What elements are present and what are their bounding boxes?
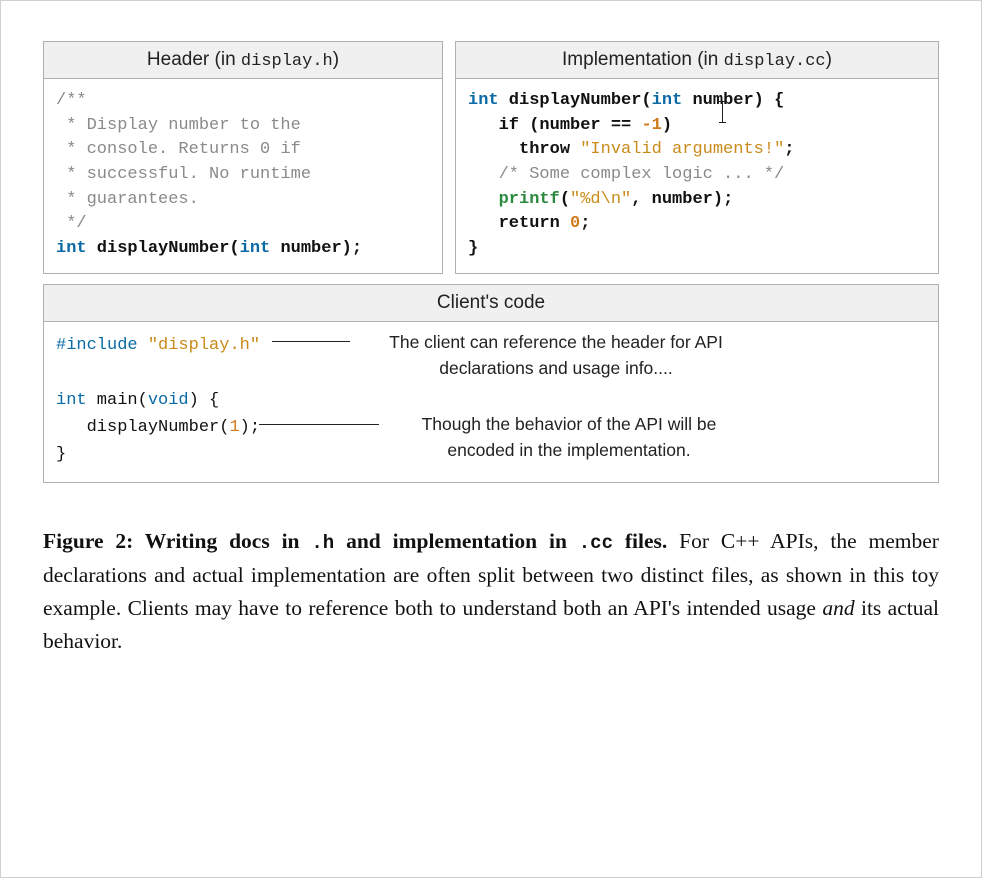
code-keyword-throw: throw (519, 140, 570, 159)
code-text: number); (270, 239, 362, 258)
client-code: #include "display.h" int main(void) { di… (44, 322, 938, 482)
impl-box-title-pre: Implementation (in (562, 49, 724, 70)
code-text (468, 190, 499, 209)
code-text: displayNumber( (87, 239, 240, 258)
code-comment: * successful. No runtime (56, 165, 311, 184)
code-keyword-if: if (499, 116, 519, 135)
code-text: displayNumber( (56, 418, 229, 437)
code-number: -1 (641, 116, 661, 135)
code-text: displayNumber( (499, 91, 652, 110)
code-keyword-int: int (240, 239, 271, 258)
code-text: ); (240, 418, 260, 437)
code-text: ; (784, 140, 794, 159)
page: Header (in display.h) /** * Display numb… (0, 0, 982, 878)
code-text (560, 214, 570, 233)
code-text: } (468, 239, 478, 258)
code-text: ber) { (723, 91, 784, 110)
code-text (138, 336, 148, 355)
code-comment: */ (56, 214, 87, 233)
code-string: "Invalid arguments!" (580, 140, 784, 159)
header-box-title-pre: Header (in (147, 49, 241, 70)
header-code-box: Header (in display.h) /** * Display numb… (43, 41, 443, 274)
client-box-title: Client's code (44, 285, 938, 322)
code-text (468, 140, 519, 159)
code-text: ( (560, 190, 570, 209)
header-code: /** * Display number to the * console. R… (44, 79, 442, 273)
client-code-box: Client's code #include "display.h" int m… (43, 284, 939, 483)
code-text: } (56, 445, 66, 464)
caption-text: files. (613, 529, 667, 553)
code-text: ; (580, 214, 590, 233)
code-keyword-int: int (652, 91, 683, 110)
code-comment: * guarantees. (56, 190, 199, 209)
code-text: ) (662, 116, 672, 135)
code-string: "display.h" (148, 336, 260, 355)
code-keyword-void: void (148, 391, 189, 410)
client-body-area: #include "display.h" int main(void) { di… (44, 322, 938, 482)
figure-top-row: Header (in display.h) /** * Display numb… (43, 41, 939, 274)
impl-box-title-filename: display.cc (724, 52, 826, 71)
code-keyword-int: int (56, 391, 87, 410)
code-text: num (682, 91, 723, 110)
code-number: 0 (570, 214, 580, 233)
figure-caption: Figure 2: Writing docs in .h and impleme… (43, 525, 939, 658)
figure: Header (in display.h) /** * Display numb… (43, 41, 939, 483)
caption-mono-h: .h (311, 532, 334, 554)
code-comment: * Display number to the (56, 116, 301, 135)
impl-box-title: Implementation (in display.cc) (456, 42, 938, 79)
impl-code-box: Implementation (in display.cc) int displ… (455, 41, 939, 274)
caption-emphasis-and: and (822, 596, 854, 620)
code-keyword-int: int (56, 239, 87, 258)
code-comment: * console. Returns 0 if (56, 140, 301, 159)
header-box-title-filename: display.h (241, 52, 333, 71)
code-keyword-int: int (468, 91, 499, 110)
code-text: main( (87, 391, 148, 410)
caption-text: and implementation in (334, 529, 579, 553)
code-number: 1 (229, 418, 239, 437)
code-comment: /** (56, 91, 87, 110)
code-text (570, 140, 580, 159)
header-box-title-post: ) (333, 49, 339, 70)
code-text: (number == (519, 116, 641, 135)
code-string: "%d\n" (570, 190, 631, 209)
code-funcname: printf (499, 190, 560, 209)
header-box-title: Header (in display.h) (44, 42, 442, 79)
code-text: ) { (189, 391, 220, 410)
code-text: , number); (631, 190, 733, 209)
code-comment: /* Some complex logic ... */ (468, 165, 784, 184)
caption-figure-label: Figure 2: Writing docs in (43, 529, 311, 553)
caption-mono-cc: .cc (579, 532, 613, 554)
impl-box-title-post: ) (826, 49, 832, 70)
impl-code: int displayNumber(int number) { if (numb… (456, 79, 938, 273)
code-text (468, 214, 499, 233)
code-text (468, 116, 499, 135)
code-preproc: #include (56, 336, 138, 355)
code-keyword-return: return (499, 214, 560, 233)
